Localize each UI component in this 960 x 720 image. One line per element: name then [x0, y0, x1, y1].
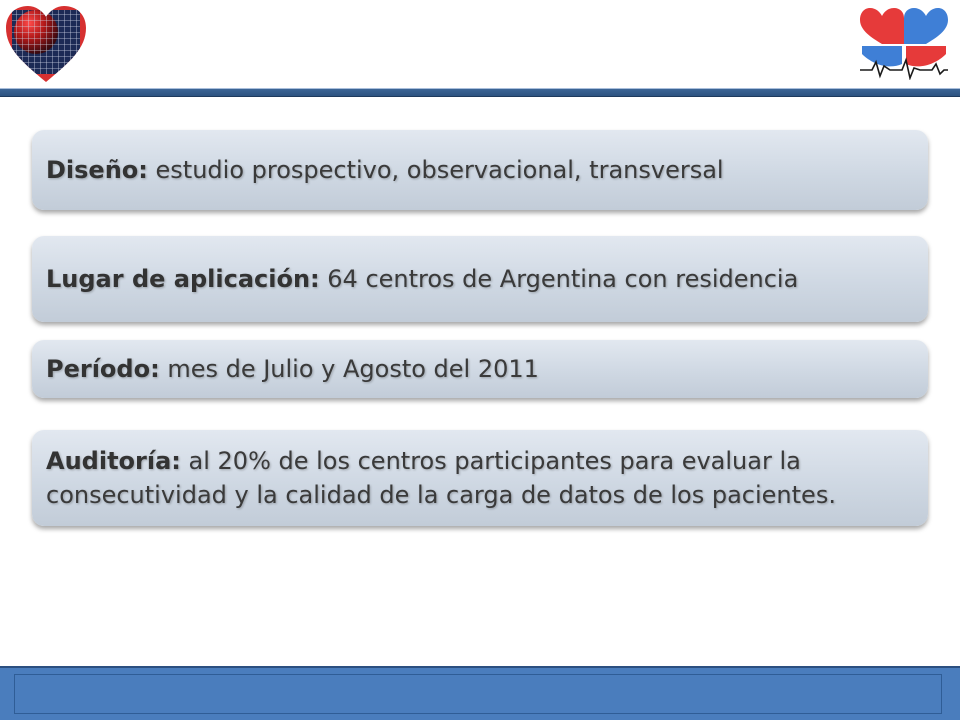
footer-inner-frame [14, 674, 942, 714]
design-text: Diseño: estudio prospectivo, observacion… [46, 156, 724, 184]
footer-bar [0, 666, 960, 720]
header-divider [0, 88, 960, 97]
location-box: Lugar de aplicación: 64 centros de Argen… [32, 236, 928, 322]
location-text: Lugar de aplicación: 64 centros de Argen… [46, 265, 799, 293]
period-box: Período: mes de Julio y Agosto del 2011 [32, 340, 928, 398]
period-text: Período: mes de Julio y Agosto del 2011 [46, 355, 539, 383]
four-hearts-ecg-logo-icon [860, 8, 948, 80]
design-box: Diseño: estudio prospectivo, observacion… [32, 130, 928, 210]
heart-grid-logo-icon [6, 6, 86, 82]
audit-text: Auditoría: al 20% de los centros partici… [46, 447, 836, 509]
audit-box: Auditoría: al 20% de los centros partici… [32, 430, 928, 526]
